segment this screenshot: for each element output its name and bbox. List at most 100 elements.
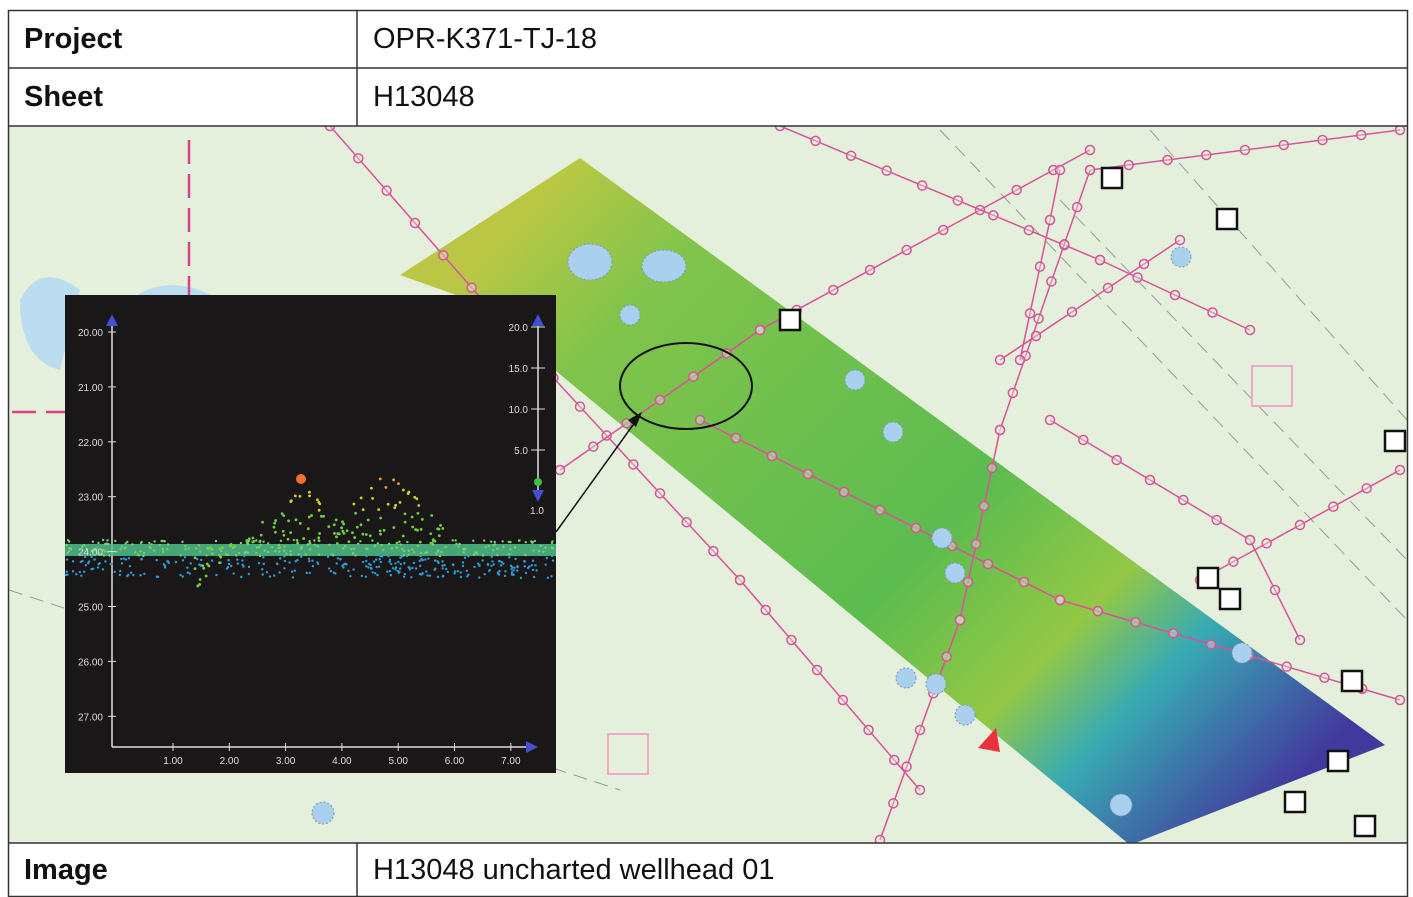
point xyxy=(516,566,518,568)
point xyxy=(466,575,468,577)
point xyxy=(139,550,141,552)
point xyxy=(374,572,376,574)
point xyxy=(241,559,243,561)
route-marker xyxy=(1271,586,1280,595)
point xyxy=(258,540,261,543)
point xyxy=(330,570,332,572)
point xyxy=(349,575,351,577)
point xyxy=(550,575,552,577)
point xyxy=(445,568,447,570)
route-marker xyxy=(838,696,847,705)
route-marker xyxy=(411,219,420,228)
point xyxy=(542,550,544,552)
point xyxy=(420,528,423,531)
point xyxy=(392,478,395,481)
point xyxy=(153,549,155,551)
route-marker xyxy=(1329,502,1338,511)
route-marker xyxy=(916,726,925,735)
point xyxy=(365,555,367,557)
point xyxy=(150,543,152,545)
point xyxy=(365,560,367,562)
point xyxy=(167,543,169,545)
point xyxy=(269,575,271,577)
x-tick-label: 1.00 xyxy=(163,756,183,767)
point xyxy=(305,554,307,556)
point xyxy=(97,566,99,568)
point xyxy=(308,516,311,519)
point xyxy=(273,526,276,529)
point xyxy=(386,570,388,572)
x-tick-label: 2.00 xyxy=(220,756,240,767)
point xyxy=(242,565,244,567)
route-marker xyxy=(1212,516,1221,525)
point xyxy=(256,546,258,548)
point xyxy=(211,548,214,551)
point xyxy=(196,585,199,588)
row-value: H13048 uncharted wellhead 01 xyxy=(358,844,1407,897)
route-marker xyxy=(1318,136,1327,145)
point xyxy=(258,562,260,564)
point xyxy=(540,545,542,547)
point xyxy=(153,540,155,542)
route-marker xyxy=(1024,226,1033,235)
point xyxy=(127,574,129,576)
point xyxy=(300,547,302,549)
point xyxy=(317,545,319,547)
point xyxy=(333,523,336,526)
route-marker xyxy=(988,464,997,473)
point xyxy=(379,555,381,557)
point xyxy=(227,566,229,568)
point xyxy=(389,570,391,572)
row-label: Project xyxy=(9,11,357,68)
point xyxy=(201,564,204,567)
route-marker xyxy=(980,502,989,511)
point xyxy=(230,543,233,546)
point xyxy=(377,542,379,544)
route-marker xyxy=(1282,662,1291,671)
point xyxy=(336,532,339,535)
point xyxy=(406,541,408,543)
point xyxy=(240,542,242,544)
route-marker xyxy=(1056,596,1065,605)
point xyxy=(299,522,302,525)
document-table: 20.0021.0022.0023.0024.0025.0026.0027.00… xyxy=(0,0,1413,897)
point xyxy=(72,560,74,562)
point xyxy=(341,530,344,533)
point xyxy=(472,540,474,542)
scale-tick-label: 20.0 xyxy=(509,323,529,334)
point xyxy=(308,494,311,497)
point xyxy=(233,546,236,549)
point xyxy=(360,497,363,500)
point xyxy=(309,548,311,550)
point xyxy=(160,540,162,542)
point xyxy=(388,561,390,563)
point xyxy=(491,560,493,562)
point xyxy=(108,554,110,556)
point xyxy=(79,571,81,573)
point xyxy=(362,508,365,511)
point xyxy=(396,542,399,545)
point xyxy=(535,569,537,571)
route-marker xyxy=(1047,277,1056,286)
y-tick-label: 21.00 xyxy=(78,383,103,394)
route-marker xyxy=(1104,284,1113,293)
point xyxy=(308,560,310,562)
point xyxy=(261,568,263,570)
point xyxy=(498,560,500,562)
point xyxy=(413,496,416,499)
point xyxy=(398,541,400,543)
point xyxy=(80,575,82,577)
point xyxy=(392,526,395,529)
point xyxy=(380,561,382,563)
point xyxy=(72,570,74,572)
point xyxy=(513,567,515,569)
route-marker xyxy=(996,356,1005,365)
x-tick-label: 5.00 xyxy=(388,756,408,767)
point xyxy=(339,558,341,560)
route-marker xyxy=(811,136,820,145)
point xyxy=(267,542,269,544)
point xyxy=(138,554,140,556)
point xyxy=(141,558,143,560)
point xyxy=(413,551,415,553)
point xyxy=(424,558,426,560)
